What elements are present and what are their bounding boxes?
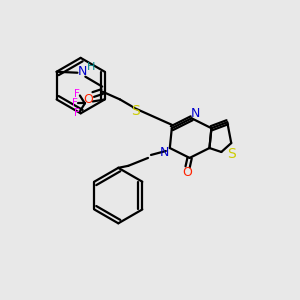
Text: H: H bbox=[87, 62, 95, 72]
Text: F: F bbox=[74, 108, 80, 118]
Text: N: N bbox=[160, 146, 170, 160]
Text: F: F bbox=[74, 88, 80, 98]
Text: N: N bbox=[191, 107, 200, 120]
Text: S: S bbox=[227, 147, 236, 161]
Text: F: F bbox=[72, 98, 78, 108]
Text: S: S bbox=[131, 104, 140, 118]
Text: O: O bbox=[183, 166, 193, 179]
Text: N: N bbox=[78, 65, 87, 78]
Text: O: O bbox=[83, 93, 93, 106]
